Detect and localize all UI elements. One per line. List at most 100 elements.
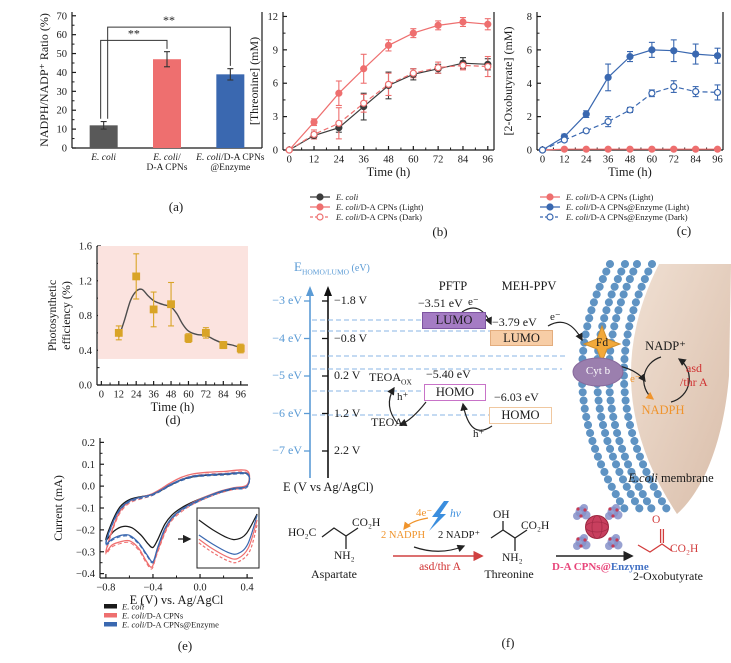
teoa-label: TEOA [371, 415, 403, 429]
svg-text:0.0: 0.0 [82, 482, 95, 493]
v-tick-4: 1.2 V [334, 406, 361, 420]
threonine-co2h: CO₂H [521, 520, 550, 532]
svg-text:1.2: 1.2 [79, 276, 92, 287]
homo1-energy: −5.40 eV [426, 367, 471, 381]
asd-thra-arrow-label: asd/thr A [419, 561, 461, 573]
svg-text:84: 84 [458, 155, 469, 166]
svg-text:E. coli/: E. coli/ [152, 153, 181, 163]
svg-text:E (V) vs. Ag/AgCl: E (V) vs. Ag/AgCl [130, 593, 224, 607]
svg-text:1.6: 1.6 [79, 242, 92, 253]
svg-text:36: 36 [148, 390, 159, 401]
threonine-oh: OH [493, 509, 510, 521]
threonine-name: Threonine [484, 567, 534, 581]
pftp-label: PFTP [438, 279, 468, 293]
pftp-homo-box: HOMO [424, 384, 486, 401]
svg-text:**: ** [128, 26, 140, 40]
hole-label-2: h⁺ [473, 428, 485, 440]
svg-text:Current (mA): Current (mA) [51, 475, 65, 541]
ev-tick-5: −5 eV [272, 368, 302, 382]
svg-text:4: 4 [527, 79, 533, 90]
asd-label: asd [686, 361, 702, 375]
nadp-label: NADP⁺ [645, 339, 686, 353]
svg-text:**: ** [163, 13, 175, 27]
svg-text:84: 84 [218, 390, 229, 401]
aspartate-name: Aspartate [311, 567, 357, 581]
svg-text:E. coli/D-A CPNs@Enzyme: E. coli/D-A CPNs@Enzyme [121, 620, 219, 630]
svg-text:E. coli/D-A CPNs: E. coli/D-A CPNs [195, 153, 265, 163]
lumo1-energy: −3.51 eV [418, 296, 463, 310]
svg-text:E. coli: E. coli [335, 192, 359, 202]
svg-text:96: 96 [712, 155, 723, 166]
ev-tick-4: −4 eV [272, 331, 302, 345]
ev-tick-3: −3 eV [272, 293, 302, 307]
svg-text:−0.4: −0.4 [76, 569, 96, 580]
svg-text:36: 36 [603, 155, 614, 166]
svg-text:0: 0 [62, 144, 67, 155]
caption-c: (c) [676, 223, 692, 238]
caption-d: (d) [165, 412, 181, 427]
svg-text:60: 60 [647, 155, 658, 166]
svg-text:E. coli/D-A CPNs (Light): E. coli/D-A CPNs (Light) [565, 192, 654, 202]
cytochrome-b-label: Cyt b [585, 365, 611, 377]
svg-text:0.4: 0.4 [79, 346, 93, 357]
svg-text:−0.4: −0.4 [143, 583, 163, 594]
svg-text:0.4: 0.4 [241, 583, 255, 594]
svg-text:12: 12 [114, 390, 125, 401]
v-tick-1: −1.8 V [334, 293, 368, 307]
ferredoxin-label: Fd [595, 337, 609, 349]
svg-text:48: 48 [166, 390, 177, 401]
svg-text:50: 50 [57, 49, 68, 60]
svg-text:NADPH/NADP⁺ Ratio (%): NADPH/NADP⁺ Ratio (%) [37, 13, 51, 147]
svg-text:48: 48 [383, 155, 394, 166]
cpns-enzyme-label: D-A CPNs@Enzyme [552, 561, 649, 573]
hv-label: hv [450, 508, 461, 520]
svg-text:36: 36 [358, 155, 369, 166]
svg-text:0.0: 0.0 [79, 381, 92, 392]
svg-text:12: 12 [268, 12, 279, 23]
svg-text:Time (h): Time (h) [151, 400, 195, 414]
svg-text:0.8: 0.8 [79, 311, 92, 322]
thra-label: /thr A [680, 375, 708, 389]
svg-text:0: 0 [287, 155, 292, 166]
svg-text:E. coli/D-A CPNs (Light): E. coli/D-A CPNs (Light) [335, 202, 424, 212]
caption-e: (e) [177, 638, 193, 653]
ev-tick-7: −7 eV [272, 443, 302, 457]
svg-text:40: 40 [57, 68, 68, 79]
svg-text:72: 72 [201, 390, 212, 401]
svg-text:70: 70 [57, 11, 68, 22]
ev-tick-6: −6 eV [272, 406, 302, 420]
svg-text:8: 8 [527, 12, 532, 23]
svg-text:Time (h): Time (h) [367, 165, 411, 179]
svg-text:10: 10 [57, 125, 68, 136]
homo2-energy: −6.03 eV [494, 390, 539, 404]
caption-a: (a) [168, 199, 184, 214]
oxobutyrate-o: O [652, 514, 661, 526]
svg-text:60: 60 [57, 30, 68, 41]
v-tick-2: −0.8 V [334, 331, 368, 345]
v-tick-5: 2.2 V [334, 443, 361, 457]
svg-text:−0.1: −0.1 [76, 504, 95, 515]
electron-label-1: e⁻ [468, 296, 479, 308]
caption-b: (b) [432, 224, 448, 239]
pftp-lumo-box: LUMO [422, 312, 486, 329]
nadph2-label: 2 NADPH [381, 530, 426, 541]
svg-text:0: 0 [99, 390, 104, 401]
svg-text:0.1: 0.1 [82, 460, 95, 471]
svg-text:0: 0 [273, 146, 278, 157]
svg-text:60: 60 [408, 155, 419, 166]
svg-text:E. coli: E. coli [121, 602, 145, 612]
svg-text:3: 3 [273, 112, 278, 123]
svg-text:[2-Oxobutyrate] (mM): [2-Oxobutyrate] (mM) [501, 27, 515, 136]
energy-axis-title: EHOMO/LUMO (eV) [294, 259, 370, 277]
svg-text:24: 24 [131, 390, 142, 401]
electron-label-2: e⁻ [550, 311, 561, 323]
svg-text:60: 60 [183, 390, 194, 401]
svg-text:6: 6 [273, 79, 278, 90]
teoa-ox-label: TEOAOX [369, 370, 412, 387]
svg-text:12: 12 [559, 155, 570, 166]
electron-label-3: e⁻ [630, 373, 641, 385]
mehppv-lumo-box: LUMO [490, 330, 553, 346]
lumo2-energy: −3.79 eV [492, 315, 537, 329]
svg-text:@Enzyme: @Enzyme [210, 163, 250, 173]
